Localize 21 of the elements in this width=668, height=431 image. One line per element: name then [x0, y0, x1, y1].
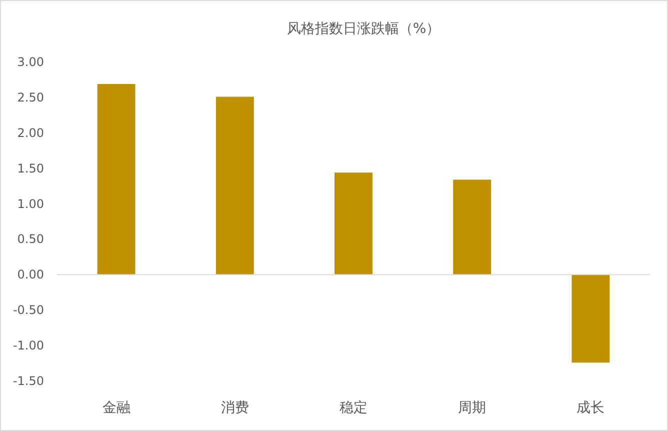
x-tick-label: 金融	[102, 400, 130, 416]
bar	[334, 172, 372, 275]
bar	[453, 180, 492, 275]
y-tick-label: 0.50	[17, 232, 44, 246]
x-tick-label: 周期	[458, 400, 486, 416]
y-tick-label: 1.50	[17, 161, 44, 176]
y-tick-label: 0.00	[17, 268, 44, 282]
bar	[572, 274, 610, 363]
y-tick-label: -1.00	[12, 338, 44, 353]
y-tick-label: 1.00	[17, 196, 44, 211]
chart-title: 风格指数日涨跌幅（%）	[286, 21, 440, 37]
y-tick-label: -1.50	[12, 374, 44, 388]
y-tick-label: 2.00	[17, 126, 44, 140]
x-tick-label: 稳定	[340, 400, 368, 416]
bar	[97, 84, 136, 275]
y-tick-label: -0.50	[12, 303, 44, 318]
x-tick-label: 消费	[220, 400, 249, 416]
y-tick-label: 2.50	[17, 90, 44, 104]
y-tick-label: 3.00	[17, 55, 44, 69]
x-tick-label: 成长	[576, 400, 605, 416]
bar	[216, 96, 254, 275]
